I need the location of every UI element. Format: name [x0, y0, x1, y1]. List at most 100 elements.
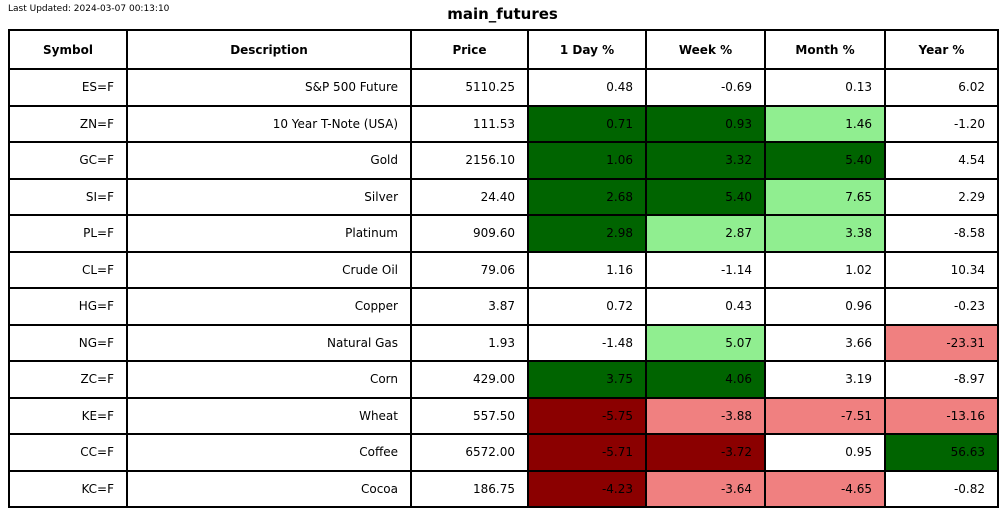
week-pct-cell: -3.64 — [645, 469, 766, 508]
price-cell: 186.75 — [410, 469, 529, 508]
week-pct-cell: 0.93 — [645, 104, 766, 143]
day-pct-cell: -1.48 — [527, 323, 647, 362]
week-pct-cell: 3.32 — [645, 141, 766, 180]
symbol-cell: CL=F — [8, 250, 128, 289]
column-header-week-pct: Week % — [645, 29, 766, 70]
symbol-cell: SI=F — [8, 177, 128, 216]
table-row: KE=F Wheat 557.50 -5.75 -3.88 -7.51 -13.16 — [8, 396, 999, 435]
year-pct-cell: -0.82 — [884, 469, 999, 508]
column-header-day-pct: 1 Day % — [527, 29, 647, 70]
futures-table-body: ES=F S&P 500 Future 5110.25 0.48 -0.69 0.13 6.… — [8, 68, 999, 508]
year-pct-cell: -1.20 — [884, 104, 999, 143]
symbol-cell: CC=F — [8, 433, 128, 472]
symbol-cell: GC=F — [8, 141, 128, 180]
month-pct-cell: 0.95 — [764, 433, 886, 472]
year-pct-cell: -23.31 — [884, 323, 999, 362]
symbol-cell: ZC=F — [8, 360, 128, 399]
week-pct-cell: 2.87 — [645, 214, 766, 253]
table-row: HG=F Copper 3.87 0.72 0.43 0.96 -0.23 — [8, 287, 999, 326]
description-cell: Platinum — [126, 214, 412, 253]
month-pct-cell: 3.38 — [764, 214, 886, 253]
month-pct-cell: 3.19 — [764, 360, 886, 399]
symbol-cell: KE=F — [8, 396, 128, 435]
price-cell: 3.87 — [410, 287, 529, 326]
symbol-cell: PL=F — [8, 214, 128, 253]
symbol-cell: ZN=F — [8, 104, 128, 143]
description-cell: S&P 500 Future — [126, 68, 412, 107]
column-header-year-pct: Year % — [884, 29, 999, 70]
price-cell: 429.00 — [410, 360, 529, 399]
table-row: ZN=F 10 Year T-Note (USA) 111.53 0.71 0.93 1.… — [8, 104, 999, 143]
day-pct-cell: 2.68 — [527, 177, 647, 216]
year-pct-cell: 6.02 — [884, 68, 999, 107]
week-pct-cell: 0.43 — [645, 287, 766, 326]
day-pct-cell: 1.06 — [527, 141, 647, 180]
day-pct-cell: 3.75 — [527, 360, 647, 399]
description-cell: Crude Oil — [126, 250, 412, 289]
year-pct-cell: -8.97 — [884, 360, 999, 399]
week-pct-cell: -3.72 — [645, 433, 766, 472]
year-pct-cell: -13.16 — [884, 396, 999, 435]
symbol-cell: KC=F — [8, 469, 128, 508]
year-pct-cell: 4.54 — [884, 141, 999, 180]
symbol-cell: HG=F — [8, 287, 128, 326]
month-pct-cell: 7.65 — [764, 177, 886, 216]
description-cell: Gold — [126, 141, 412, 180]
price-cell: 2156.10 — [410, 141, 529, 180]
description-cell: Natural Gas — [126, 323, 412, 362]
description-cell: Cocoa — [126, 469, 412, 508]
description-cell: 10 Year T-Note (USA) — [126, 104, 412, 143]
table-header: Symbol Description Price 1 Day % Week % … — [8, 29, 999, 70]
table-row: ES=F S&P 500 Future 5110.25 0.48 -0.69 0.13 6.… — [8, 68, 999, 107]
week-pct-cell: 4.06 — [645, 360, 766, 399]
month-pct-cell: -4.65 — [764, 469, 886, 508]
symbol-cell: NG=F — [8, 323, 128, 362]
page-title: main_futures — [447, 5, 558, 23]
column-header-symbol: Symbol — [8, 29, 128, 70]
year-pct-cell: 10.34 — [884, 250, 999, 289]
price-cell: 111.53 — [410, 104, 529, 143]
table-row: GC=F Gold 2156.10 1.06 3.32 5.40 4.54 — [8, 141, 999, 180]
price-cell: 5110.25 — [410, 68, 529, 107]
price-cell: 557.50 — [410, 396, 529, 435]
week-pct-cell: -3.88 — [645, 396, 766, 435]
month-pct-cell: 3.66 — [764, 323, 886, 362]
table-row: ZC=F Corn 429.00 3.75 4.06 3.19 -8.97 — [8, 360, 999, 399]
description-cell: Silver — [126, 177, 412, 216]
futures-table: Symbol Description Price 1 Day % Week % … — [8, 29, 999, 508]
day-pct-cell: 0.71 — [527, 104, 647, 143]
month-pct-cell: 1.46 — [764, 104, 886, 143]
header-row: Symbol Description Price 1 Day % Week % … — [8, 29, 999, 70]
month-pct-cell: 0.96 — [764, 287, 886, 326]
week-pct-cell: 5.40 — [645, 177, 766, 216]
day-pct-cell: -5.75 — [527, 396, 647, 435]
column-header-description: Description — [126, 29, 412, 70]
description-cell: Copper — [126, 287, 412, 326]
day-pct-cell: 2.98 — [527, 214, 647, 253]
table-row: PL=F Platinum 909.60 2.98 2.87 3.38 -8.58 — [8, 214, 999, 253]
column-header-month-pct: Month % — [764, 29, 886, 70]
price-cell: 24.40 — [410, 177, 529, 216]
last-updated-label: Last Updated: 2024-03-07 00:13:10 — [8, 4, 170, 14]
day-pct-cell: 0.48 — [527, 68, 647, 107]
description-cell: Wheat — [126, 396, 412, 435]
price-cell: 79.06 — [410, 250, 529, 289]
year-pct-cell: -8.58 — [884, 214, 999, 253]
table-row: CL=F Crude Oil 79.06 1.16 -1.14 1.02 10.34 — [8, 250, 999, 289]
table-row: NG=F Natural Gas 1.93 -1.48 5.07 3.66 -23.31 — [8, 323, 999, 362]
day-pct-cell: -4.23 — [527, 469, 647, 508]
day-pct-cell: -5.71 — [527, 433, 647, 472]
description-cell: Coffee — [126, 433, 412, 472]
price-cell: 1.93 — [410, 323, 529, 362]
week-pct-cell: 5.07 — [645, 323, 766, 362]
year-pct-cell: 56.63 — [884, 433, 999, 472]
table-row: SI=F Silver 24.40 2.68 5.40 7.65 2.29 — [8, 177, 999, 216]
column-header-price: Price — [410, 29, 529, 70]
month-pct-cell: -7.51 — [764, 396, 886, 435]
year-pct-cell: -0.23 — [884, 287, 999, 326]
table-row: CC=F Coffee 6572.00 -5.71 -3.72 0.95 56.63 — [8, 433, 999, 472]
day-pct-cell: 0.72 — [527, 287, 647, 326]
month-pct-cell: 1.02 — [764, 250, 886, 289]
table-row: KC=F Cocoa 186.75 -4.23 -3.64 -4.65 -0.82 — [8, 469, 999, 508]
